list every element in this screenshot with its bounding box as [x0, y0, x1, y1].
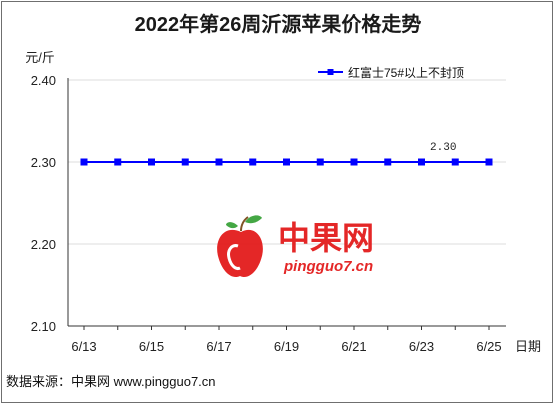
data-point-0	[80, 158, 88, 166]
data-point-12	[485, 158, 493, 166]
data-point-10	[418, 158, 425, 166]
data-labels: 2.30	[430, 142, 456, 154]
data-source: 数据来源：中果网 www.pingguo7.cn	[6, 374, 216, 389]
y-tick-label-0: 2.40	[31, 73, 56, 88]
axes	[67, 78, 506, 330]
x-tick-label-6: 6/25	[476, 339, 501, 354]
x-tick-label-2: 6/17	[206, 339, 231, 354]
apple-logo	[217, 215, 263, 278]
y-tick-labels: 2.40 2.30 2.20 2.10	[31, 73, 56, 334]
x-tick-labels: 6/13 6/15 6/17 6/19 6/21 6/23 6/25	[71, 339, 501, 354]
data-point-9	[384, 158, 392, 166]
data-point-6	[283, 158, 290, 166]
data-point-3	[181, 158, 189, 166]
data-point-11	[451, 158, 459, 166]
data-point-5	[249, 158, 257, 166]
x-tick-label-5: 6/23	[409, 339, 434, 354]
legend: 红富士75#以上不封顶	[318, 65, 464, 80]
data-point-7	[316, 158, 324, 166]
y-tick-label-2: 2.20	[31, 237, 56, 252]
data-point-4	[215, 158, 223, 166]
data-point-1	[114, 158, 122, 166]
y-axis-label: 元/斤	[25, 50, 55, 65]
x-tick-label-3: 6/19	[274, 339, 299, 354]
legend-label: 红富士75#以上不封顶	[348, 65, 464, 80]
x-tick-label-0: 6/13	[71, 339, 96, 354]
legend-swatch-marker	[327, 69, 334, 75]
x-tick-label-4: 6/21	[341, 339, 366, 354]
watermark-brand-cn: 中果网	[278, 219, 374, 257]
data-label-0: 2.30	[430, 142, 456, 154]
y-tick-label-1: 2.30	[31, 155, 56, 170]
data-point-2	[148, 158, 155, 166]
x-tick-label-1: 6/15	[139, 339, 164, 354]
data-point-8	[350, 158, 358, 166]
y-tick-label-3: 2.10	[31, 319, 56, 334]
x-axis-label: 日期	[515, 339, 541, 354]
chart-title: 2022年第26周沂源苹果价格走势	[135, 12, 422, 36]
watermark: 中果网 pingguo7.cn	[217, 215, 374, 278]
watermark-brand-en: pingguo7.cn	[283, 258, 373, 275]
series-layer	[80, 158, 493, 166]
